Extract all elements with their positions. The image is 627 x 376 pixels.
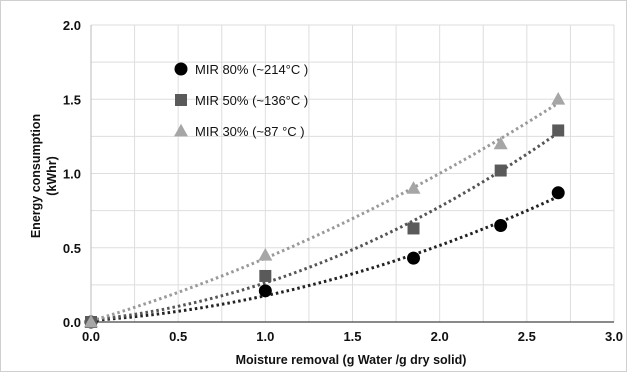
trend-lines bbox=[90, 101, 560, 323]
trend-line bbox=[90, 101, 559, 323]
trend-line bbox=[90, 131, 560, 322]
y-axis-title-line1: Energy consumption bbox=[29, 114, 43, 238]
x-tick-label: 1.0 bbox=[256, 329, 274, 344]
data-point-triangle bbox=[551, 92, 566, 105]
axes bbox=[90, 25, 614, 323]
data-point-circle bbox=[258, 284, 272, 298]
data-point-triangle bbox=[406, 181, 421, 194]
y-axis-title-line2: (kWhr) bbox=[45, 156, 59, 196]
x-tick-label: 0.5 bbox=[169, 329, 187, 344]
tick-labels: 0.0 0.5 1.0 1.5 2.0 2.5 3.0 0.0 0.5 1.0 1.5 2.0 bbox=[63, 18, 623, 344]
x-tick-label: 3.0 bbox=[605, 329, 623, 344]
legend-label: MIR 30% (~87 °C ) bbox=[195, 124, 305, 139]
grid-lines bbox=[90, 24, 615, 323]
data-point-square bbox=[259, 269, 272, 282]
x-tick-label: 1.5 bbox=[343, 329, 361, 344]
x-tick-label: 2.0 bbox=[431, 329, 449, 344]
x-tick-label: 2.5 bbox=[518, 329, 536, 344]
legend-label: MIR 80% (~214°C ) bbox=[195, 62, 308, 77]
trend-line bbox=[90, 195, 559, 322]
data-point-square bbox=[552, 124, 565, 137]
y-tick-label: 1.5 bbox=[63, 92, 81, 107]
data-point-square bbox=[407, 222, 420, 235]
data-points bbox=[84, 92, 566, 329]
data-point-square bbox=[494, 164, 507, 177]
y-tick-label: 2.0 bbox=[63, 18, 81, 33]
data-point-triangle bbox=[84, 314, 98, 328]
legend-marker-square bbox=[175, 94, 187, 106]
data-point-circle bbox=[407, 251, 421, 265]
data-point-circle bbox=[494, 218, 508, 232]
legend-label: MIR 50% (~136°C ) bbox=[195, 93, 308, 108]
data-point-triangle bbox=[493, 136, 508, 150]
x-tick-label: 0.0 bbox=[82, 329, 100, 344]
legend-marker-circle bbox=[174, 62, 188, 76]
data-point-triangle bbox=[258, 247, 273, 261]
legend: MIR 80% (~214°C ) MIR 50% (~136°C ) MIR 30… bbox=[174, 62, 308, 139]
y-tick-label: 0.0 bbox=[63, 315, 81, 330]
data-point-circle bbox=[551, 186, 565, 200]
legend-marker-triangle bbox=[174, 123, 188, 137]
y-tick-label: 0.5 bbox=[63, 241, 81, 256]
x-axis-title: Moisture removal (g Water /g dry solid) bbox=[236, 353, 467, 367]
y-tick-label: 1.0 bbox=[63, 167, 81, 182]
